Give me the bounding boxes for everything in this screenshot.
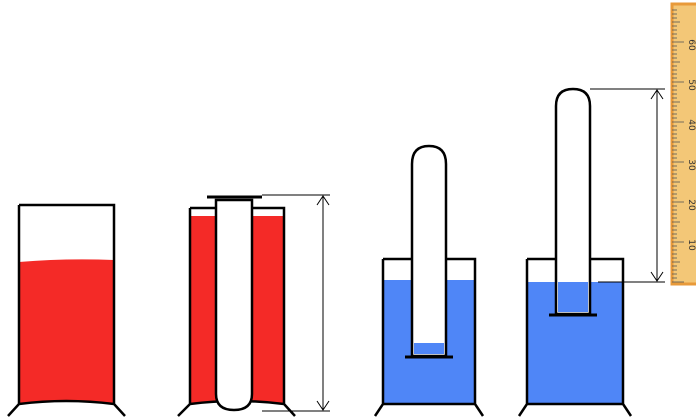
beaker-1-body bbox=[7, 203, 126, 417]
double-headed-arrow-icon-2 bbox=[590, 88, 665, 283]
beaker-blue-3 bbox=[373, 144, 485, 417]
red-liquid-1 bbox=[19, 259, 114, 404]
ruler-ticks bbox=[672, 9, 684, 283]
test-tube-3 bbox=[410, 144, 448, 358]
ruler-tick-label: 10 bbox=[686, 239, 696, 251]
ruler-tick-labels: 10 20 30 40 50 60 bbox=[686, 39, 696, 251]
beaker-red-2 bbox=[177, 195, 296, 417]
ruler-icon: 10 20 30 40 50 60 bbox=[670, 2, 696, 286]
water-column-3 bbox=[414, 343, 444, 354]
double-headed-arrow-icon bbox=[262, 194, 330, 412]
ruler-tick-label: 20 bbox=[686, 199, 696, 211]
water-column-4 bbox=[558, 282, 588, 312]
test-tube-4 bbox=[554, 87, 592, 316]
test-tube-2 bbox=[214, 198, 254, 412]
beaker-blue-4 bbox=[517, 87, 633, 417]
ruler-body bbox=[670, 2, 696, 286]
ruler-tick-label: 50 bbox=[686, 79, 696, 91]
beaker-red-1 bbox=[7, 203, 126, 417]
ruler-tick-label: 40 bbox=[686, 119, 696, 131]
ruler-tick-label: 60 bbox=[686, 39, 696, 51]
ruler-tick-label: 30 bbox=[686, 159, 696, 171]
